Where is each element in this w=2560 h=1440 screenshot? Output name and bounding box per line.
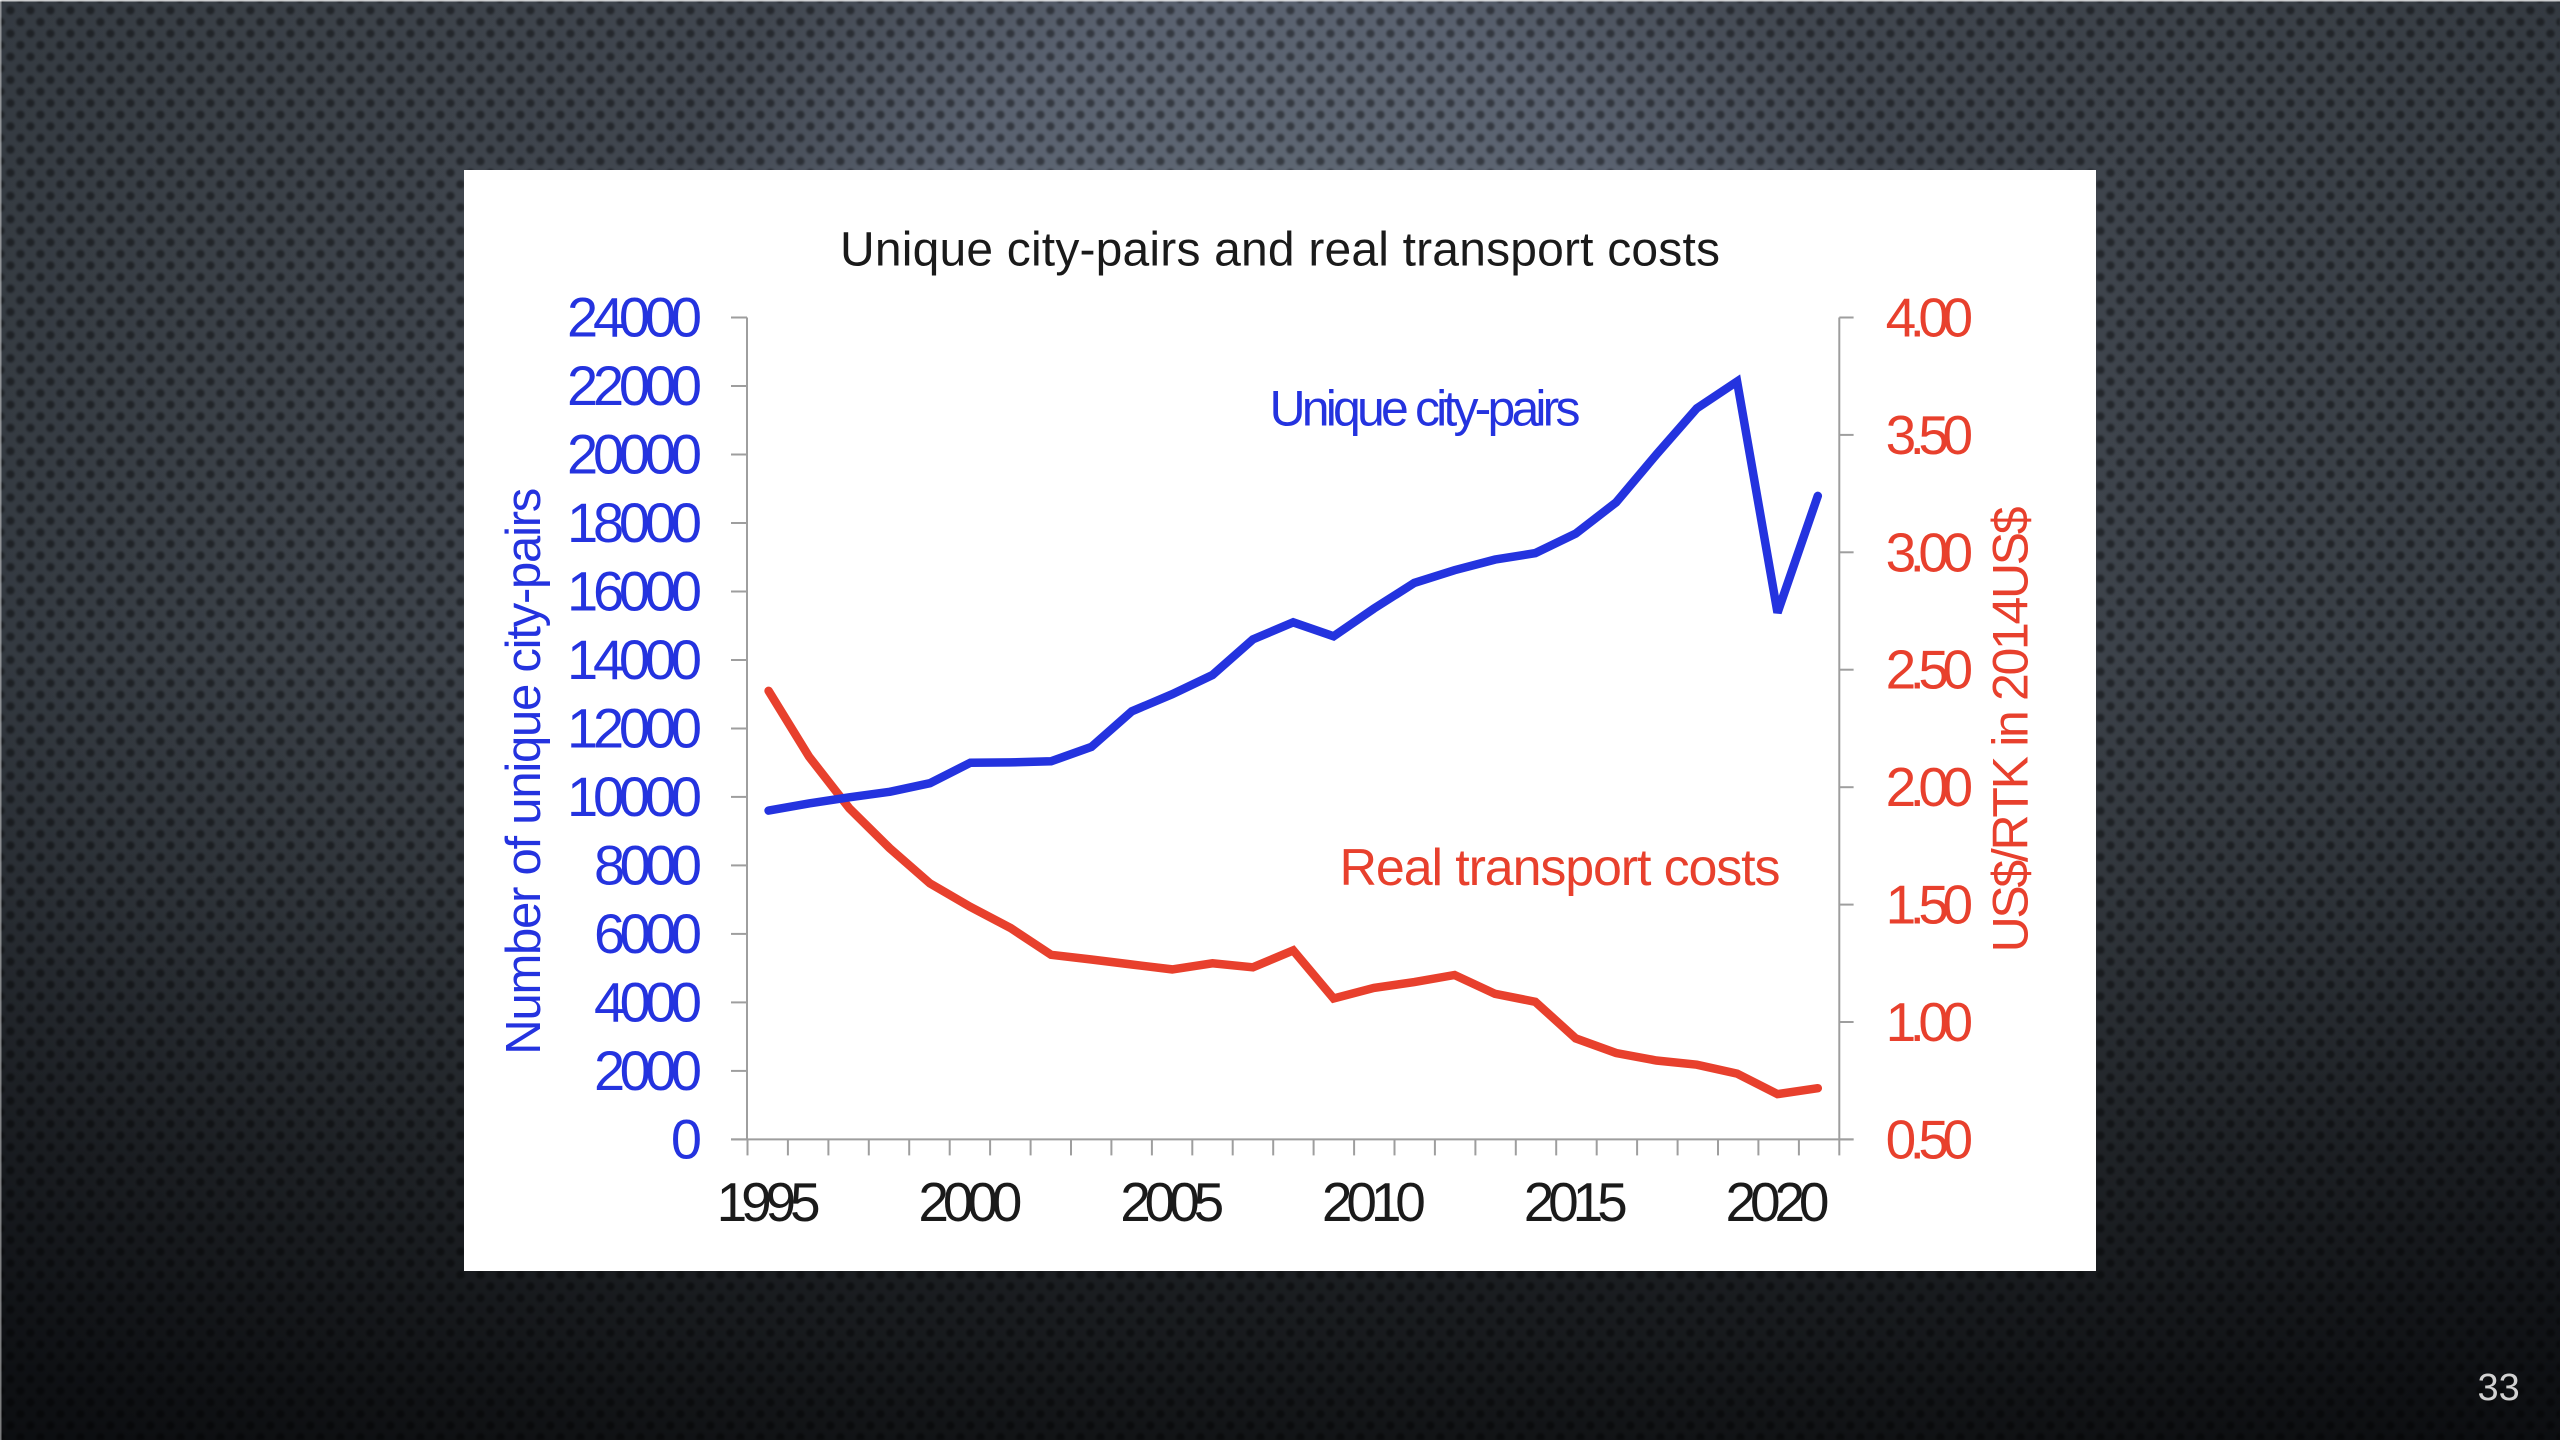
svg-text:10000: 10000 bbox=[567, 765, 702, 828]
svg-text:0.50: 0.50 bbox=[1886, 1108, 1974, 1170]
svg-text:1.50: 1.50 bbox=[1886, 874, 1974, 936]
svg-text:2000: 2000 bbox=[594, 1039, 702, 1102]
svg-text:2.00: 2.00 bbox=[1886, 756, 1974, 818]
svg-text:6000: 6000 bbox=[594, 902, 702, 965]
svg-text:US$/RTK in 2014US$: US$/RTK in 2014US$ bbox=[1983, 506, 2039, 952]
svg-text:12000: 12000 bbox=[567, 697, 702, 760]
svg-text:Real transport costs: Real transport costs bbox=[1340, 839, 1781, 897]
svg-text:8000: 8000 bbox=[594, 833, 702, 896]
svg-text:Number of unique city-pairs: Number of unique city-pairs bbox=[497, 488, 551, 1055]
svg-text:2015: 2015 bbox=[1524, 1171, 1628, 1233]
svg-text:14000: 14000 bbox=[567, 628, 702, 691]
svg-text:Unique city-pairs: Unique city-pairs bbox=[1270, 381, 1581, 437]
svg-text:22000: 22000 bbox=[567, 354, 702, 417]
svg-text:24000: 24000 bbox=[567, 286, 702, 349]
svg-text:2005: 2005 bbox=[1120, 1171, 1224, 1233]
svg-text:18000: 18000 bbox=[567, 491, 702, 554]
svg-text:16000: 16000 bbox=[567, 560, 702, 623]
svg-text:4.00: 4.00 bbox=[1886, 287, 1974, 349]
svg-text:3.00: 3.00 bbox=[1886, 521, 1974, 583]
svg-text:Unique city-pairs and real tra: Unique city-pairs and real transport cos… bbox=[840, 224, 1720, 277]
svg-text:33: 33 bbox=[2477, 1367, 2519, 1409]
svg-text:2.50: 2.50 bbox=[1886, 639, 1974, 701]
svg-text:20000: 20000 bbox=[567, 423, 702, 486]
svg-text:2010: 2010 bbox=[1322, 1171, 1426, 1233]
svg-text:4000: 4000 bbox=[594, 970, 702, 1033]
svg-text:2020: 2020 bbox=[1726, 1171, 1830, 1233]
svg-text:2000: 2000 bbox=[918, 1171, 1022, 1233]
svg-text:0: 0 bbox=[671, 1107, 702, 1170]
svg-text:1995: 1995 bbox=[717, 1171, 821, 1233]
svg-text:3.50: 3.50 bbox=[1886, 404, 1974, 466]
svg-text:1.00: 1.00 bbox=[1886, 991, 1974, 1053]
